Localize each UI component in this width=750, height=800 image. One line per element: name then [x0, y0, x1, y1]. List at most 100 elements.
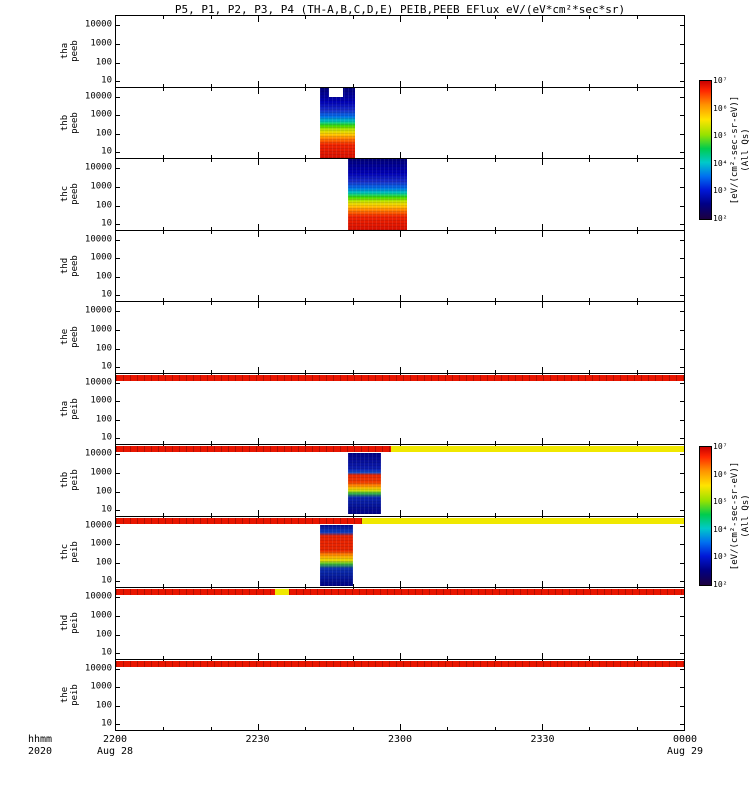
- x-tick-mark: [400, 652, 401, 659]
- y-tick-mark: [680, 223, 684, 225]
- x-tick-mark: [400, 87, 401, 94]
- y-tick-mark: [680, 634, 684, 636]
- panel-thb-peib: thb peib 10000 1000 100 10: [60, 445, 684, 517]
- x-tick-mark: [352, 369, 354, 373]
- x-tick-mark: [352, 83, 354, 87]
- y-tick-label: 10: [101, 504, 112, 515]
- x-tick-mark: [636, 727, 638, 730]
- x-tick-mark: [352, 230, 354, 234]
- x-tick-label: 2200: [102, 734, 128, 745]
- y-tick-label: 100: [95, 700, 112, 711]
- x-tick-mark: [447, 298, 449, 301]
- panel-label-probe: thd: [60, 615, 70, 632]
- x-tick-mark: [352, 298, 354, 301]
- panel-label-datatype: peib: [70, 397, 80, 420]
- x-tick-mark: [636, 512, 638, 516]
- y-tick-mark: [116, 597, 120, 599]
- x-tick-mark: [163, 512, 165, 516]
- x-tick-mark: [636, 298, 638, 301]
- y-tick-mark: [116, 724, 120, 726]
- y-tick-mark: [116, 454, 120, 456]
- flux-bar-segment: [288, 589, 685, 595]
- x-tick-mark: [258, 159, 259, 165]
- spectrogram-grid: tha peeb 10000 1000 100 10 thb peeb 10000 1000 100…: [60, 15, 685, 731]
- y-tick-label: 10: [101, 718, 112, 729]
- y-tick-mark: [680, 25, 684, 27]
- y-tick-mark: [116, 62, 120, 64]
- y-tick-label: 10000: [84, 448, 112, 459]
- y-tick-label: 10000: [84, 520, 112, 531]
- y-tick-label: 1000: [90, 252, 112, 263]
- x-tick-mark: [494, 369, 496, 373]
- x-tick-mark: [542, 581, 543, 587]
- x-tick-mark: [400, 438, 401, 444]
- panel-tha-peib: tha peib 10000 1000 100 10: [60, 373, 684, 445]
- colorbar-tick-label: 10⁷: [713, 76, 728, 85]
- y-tick-mark: [680, 706, 684, 708]
- x-tick-mark: [494, 302, 496, 305]
- x-tick-mark: [210, 584, 212, 587]
- x-tick-mark: [589, 512, 591, 516]
- x-tick-mark: [636, 16, 638, 19]
- y-tick-label: 10000: [84, 663, 112, 674]
- x-tick-mark: [163, 159, 165, 162]
- x-tick-mark: [589, 302, 591, 305]
- x-tick-mark: [636, 83, 638, 87]
- panel-label-probe: thd: [60, 257, 70, 274]
- x-tick-mark: [352, 655, 354, 659]
- y-tick-mark: [116, 652, 120, 654]
- panel-label-probe: thb: [60, 114, 70, 131]
- x-tick-mark: [636, 87, 638, 91]
- panel-ylabel-thb-peib: thb peib: [58, 445, 82, 516]
- x-tick-mark: [352, 16, 354, 19]
- y-tick-mark: [116, 491, 120, 493]
- panel-label-datatype: peeb: [70, 183, 80, 206]
- colorbar-tick-labels: 10⁷ 10⁶ 10⁵ 10⁴ 10³ 10²: [713, 77, 728, 223]
- x-tick-mark: [305, 16, 307, 19]
- x-tick-mark: [210, 298, 212, 301]
- x-tick-mark: [636, 159, 638, 162]
- x-tick-mark: [163, 727, 165, 730]
- x-tick-mark: [210, 512, 212, 516]
- x-tick-mark: [494, 87, 496, 91]
- y-tick-mark: [680, 687, 684, 689]
- panel-the-peib: the peib 10000 1000 100 10: [60, 659, 684, 730]
- x-tick-mark: [163, 226, 165, 230]
- colorbar-qualifier-label: (All Qs): [741, 494, 750, 538]
- x-tick-mark: [400, 230, 401, 237]
- x-tick-mark: [258, 724, 259, 730]
- x-tick-mark: [258, 223, 259, 230]
- colorbar-peeb: 10⁷ 10⁶ 10⁵ 10⁴ 10³ 10² [eV/(cm²-sec-sr-eV)] …: [699, 77, 750, 223]
- x-tick-mark: [258, 652, 259, 659]
- x-tick-mark: [258, 16, 259, 22]
- y-tick-mark: [680, 258, 684, 260]
- y-tick-label: 10000: [84, 162, 112, 173]
- panel-label-datatype: peib: [70, 612, 80, 635]
- panel-ylabel-thb-peeb: thb peeb: [58, 88, 82, 159]
- burst-data-gap: [329, 87, 343, 98]
- flux-bar-segment: [116, 517, 363, 524]
- y-tick-mark: [116, 366, 120, 368]
- colorbar-peib: 10⁷ 10⁶ 10⁵ 10⁴ 10³ 10² [eV/(cm²-sec-sr-eV)] …: [699, 443, 750, 589]
- y-tick-label: 10000: [84, 591, 112, 602]
- x-tick-mark: [163, 298, 165, 301]
- x-tick-mark: [494, 655, 496, 659]
- y-tick-mark: [116, 438, 120, 440]
- y-tick-mark: [680, 168, 684, 170]
- y-tick-label: 1000: [90, 109, 112, 120]
- x-tick-mark: [447, 302, 449, 305]
- y-tick-mark: [116, 668, 120, 670]
- y-tick-label: 10000: [84, 305, 112, 316]
- x-tick-mark: [589, 230, 591, 234]
- x-tick-mark: [447, 230, 449, 234]
- y-tick-mark: [116, 401, 120, 403]
- y-tick-mark: [116, 329, 120, 331]
- x-tick-mark: [447, 655, 449, 659]
- x-tick-mark: [447, 87, 449, 91]
- y-tick-mark: [680, 581, 684, 583]
- y-tick-label: 100: [95, 629, 112, 640]
- y-tick-mark: [116, 509, 120, 511]
- x-tick-mark: [542, 366, 543, 373]
- colorbar-gradient: [700, 447, 711, 585]
- panel-thc-peeb: thc peeb 10000 1000 100 10: [60, 159, 684, 231]
